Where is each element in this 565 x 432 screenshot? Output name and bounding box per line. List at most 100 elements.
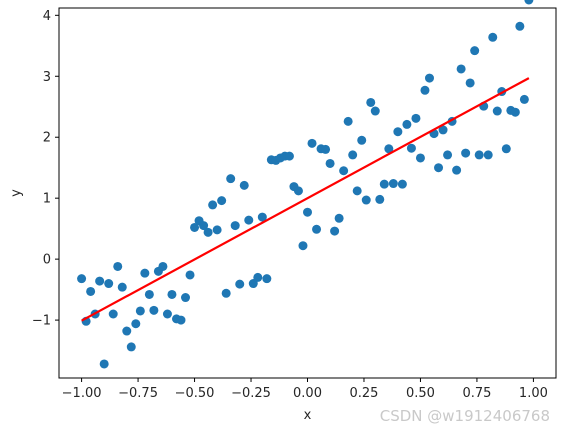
data-point [95, 276, 105, 286]
data-point [461, 148, 471, 158]
data-point [411, 113, 421, 123]
data-point [253, 272, 263, 282]
y-tick-label: −1 [32, 314, 51, 329]
data-point [230, 221, 240, 231]
data-point [221, 288, 231, 298]
data-point [104, 279, 114, 289]
data-point [352, 186, 362, 196]
x-axis-ticks: −1.00 −0.75 −0.50 −0.25 0.00 0.25 0.50 0.75 1.00 [62, 378, 548, 401]
data-point [284, 151, 294, 161]
data-point [199, 221, 209, 231]
data-point [402, 119, 412, 129]
x-axis-label: x [304, 408, 312, 423]
data-point [226, 174, 236, 184]
data-point [262, 274, 272, 284]
data-point [140, 268, 150, 278]
data-point [126, 342, 136, 352]
data-point [470, 46, 480, 56]
y-tick-label: 1 [43, 192, 51, 207]
data-point [375, 194, 385, 204]
data-point [488, 32, 498, 42]
y-tick-label: 2 [43, 131, 51, 146]
data-point [379, 179, 389, 189]
data-point [361, 195, 371, 205]
data-point [434, 163, 444, 173]
scatter-points [77, 0, 534, 369]
data-point [257, 212, 267, 222]
y-axis-ticks: −1 0 1 2 3 4 [32, 9, 59, 329]
data-point [443, 150, 453, 160]
y-tick-label: 3 [43, 70, 51, 85]
data-point [239, 180, 249, 190]
regression-line [81, 77, 530, 322]
data-point [312, 224, 322, 234]
watermark-text: CSDN @w1912406768 [380, 407, 550, 425]
data-point [185, 270, 195, 280]
data-point [135, 306, 145, 316]
data-point [162, 309, 172, 319]
data-point [208, 200, 218, 210]
data-point [307, 138, 317, 148]
data-point [244, 215, 254, 225]
data-point [113, 261, 123, 271]
data-point [483, 150, 493, 160]
y-tick-label: 0 [43, 253, 51, 268]
data-point [510, 107, 520, 117]
data-point [343, 116, 353, 126]
x-tick-label: −0.25 [231, 386, 271, 401]
data-point [325, 158, 335, 168]
x-tick-label: 0.00 [293, 386, 322, 401]
y-tick-label: 4 [43, 9, 51, 24]
y-axis-label: y [9, 189, 24, 197]
data-point [212, 225, 222, 235]
data-point [415, 153, 425, 163]
x-tick-label: 0.50 [406, 386, 435, 401]
data-point [144, 289, 154, 299]
data-point [334, 213, 344, 223]
data-point [190, 222, 200, 232]
data-point [524, 0, 534, 5]
data-point [99, 359, 109, 369]
x-tick-label: 0.75 [462, 386, 491, 401]
x-tick-label: −1.00 [62, 386, 102, 401]
data-point [117, 282, 127, 292]
data-point [370, 106, 380, 116]
data-point [108, 309, 118, 319]
data-point [452, 165, 462, 175]
data-point [217, 196, 227, 206]
data-point [167, 289, 177, 299]
data-point [465, 78, 475, 88]
data-point [357, 135, 367, 145]
data-point [158, 261, 168, 271]
data-point [406, 143, 416, 153]
x-tick-label: −0.50 [175, 386, 215, 401]
data-point [149, 305, 159, 315]
data-point [420, 85, 430, 95]
data-point [519, 94, 529, 104]
data-point [86, 286, 96, 296]
x-tick-label: 1.00 [519, 386, 548, 401]
data-point [501, 144, 511, 154]
data-point [235, 279, 245, 289]
data-point [77, 274, 87, 284]
data-point [293, 186, 303, 196]
data-point [515, 21, 525, 31]
data-point [438, 125, 448, 135]
data-point [298, 241, 308, 251]
data-point [339, 166, 349, 176]
data-point [321, 144, 331, 154]
data-point [330, 226, 340, 236]
data-point [474, 150, 484, 160]
data-point [424, 73, 434, 83]
data-point [492, 106, 502, 116]
x-tick-label: −0.75 [118, 386, 158, 401]
data-point [384, 144, 394, 154]
data-point [397, 179, 407, 189]
data-point [122, 326, 132, 336]
data-point [176, 315, 186, 325]
data-point [348, 150, 358, 160]
data-point [388, 179, 398, 189]
data-point [303, 207, 312, 217]
data-point [203, 227, 213, 237]
